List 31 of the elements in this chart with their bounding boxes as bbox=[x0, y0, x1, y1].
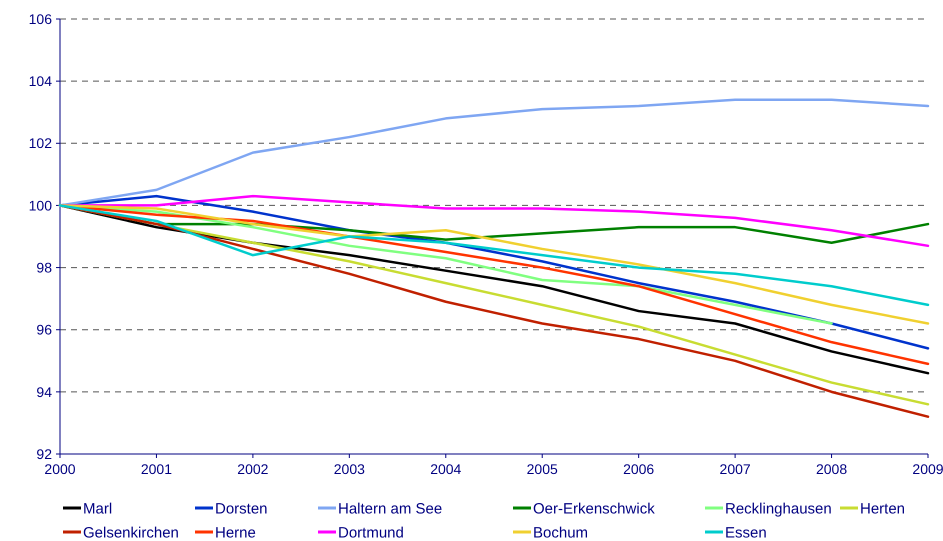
legend-label: Dorsten bbox=[215, 500, 268, 518]
legend-label: Oer-Erkenschwick bbox=[533, 500, 656, 518]
y-tick-label: 102 bbox=[28, 135, 52, 152]
y-tick-label: 100 bbox=[28, 197, 52, 214]
line-series bbox=[58, 204, 930, 306]
x-tick-label: 2006 bbox=[623, 461, 654, 477]
legend-label: Herten bbox=[860, 500, 906, 518]
legend-label: Haltern am See bbox=[338, 500, 442, 518]
y-tick-label: 96 bbox=[36, 322, 52, 338]
x-tick-label: 2009 bbox=[912, 461, 943, 477]
y-tick-label: 106 bbox=[28, 10, 52, 27]
y-tick-label: 94 bbox=[36, 384, 52, 400]
x-tick-label: 2005 bbox=[526, 461, 558, 477]
legend-label: Herne bbox=[215, 524, 256, 541]
x-tick-label: 2008 bbox=[816, 461, 848, 477]
x-tick-label: 2000 bbox=[44, 461, 76, 477]
y-tick-label: 98 bbox=[36, 259, 52, 276]
x-tick-label: 2001 bbox=[140, 461, 172, 477]
line-series bbox=[58, 98, 930, 207]
x-tick-label: 2007 bbox=[720, 461, 751, 477]
legend-label: Marl bbox=[83, 500, 112, 518]
y-tick-label: 104 bbox=[28, 73, 52, 90]
legend-label: Bochum bbox=[533, 524, 588, 541]
legend-label: Recklinghausen bbox=[725, 500, 832, 518]
x-tick-label: 2002 bbox=[237, 461, 269, 477]
x-tick-label: 2004 bbox=[430, 461, 462, 477]
legend-label: Gelsenkirchen bbox=[83, 524, 179, 541]
y-tick-label: 92 bbox=[36, 446, 52, 462]
x-tick-label: 2003 bbox=[334, 461, 366, 477]
legend-label: Dortmund bbox=[338, 524, 404, 541]
legend-label: Essen bbox=[725, 524, 767, 541]
